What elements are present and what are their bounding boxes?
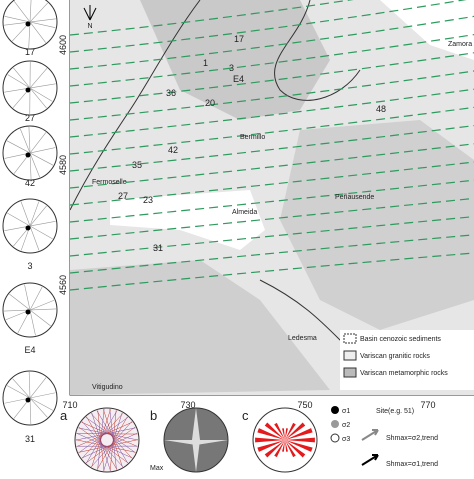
sigma-point [26,153,31,158]
stereonet-label: 17 [25,47,35,57]
key-arrow [362,455,378,465]
site-label: 48 [376,104,386,114]
legend-label: Variscan metamorphic rocks [360,370,448,377]
site-label: 31 [153,243,163,253]
y-tick-label: 4580 [58,155,68,175]
legend-label: Variscan granitic rocks [360,353,430,360]
sigma-point [26,88,31,93]
stereonet-label: 3 [27,261,32,271]
key-label: Shmax=σ2,trend [386,435,438,442]
panel-label: c [242,408,249,423]
site-label: 20 [205,98,215,108]
site-label: 17 [234,34,244,44]
key-label: σ2 [342,422,350,429]
key-label: σ1 [342,408,350,415]
site-label: 42 [168,145,178,155]
site-label: 27 [118,191,128,201]
legend-swatch [344,368,356,377]
site-label: E4 [233,74,244,84]
key-symbol [331,434,339,442]
y-tick-label: 4560 [58,275,68,295]
key-label: Shmax=σ1,trend [386,461,438,468]
place-label: Ledesma [288,335,317,342]
panel-label: a [60,408,68,423]
sigma-point [26,226,31,231]
place-label: Fermoselle [92,179,127,186]
x-tick-label: 770 [420,400,435,410]
sigma-point [26,310,31,315]
sigma-point [26,22,31,27]
stereonet-label: 27 [25,113,35,123]
site-label: 1 [203,58,208,68]
place-label: Almeida [232,209,257,216]
site-label: 35 [132,160,142,170]
key-label: Site(e.g. 51) [376,408,414,415]
place-label: Vitigudino [92,384,123,391]
panel-a-net [75,408,139,472]
north-label: N [87,23,92,30]
stereonet-label: 31 [25,434,35,444]
y-tick-label: 4600 [58,35,68,55]
key-label: σ3 [342,436,350,443]
sigma-point [26,398,31,403]
stereonet-label: 42 [25,178,35,188]
key-symbol [331,420,339,428]
legend-swatch [344,334,356,343]
panel-label: b [150,408,157,423]
legend-swatch [344,351,356,360]
max-label: Max [150,465,164,472]
place-label: Peñausende [335,194,374,201]
key-symbol [331,406,339,414]
place-label: Bermillo [240,134,265,141]
site-label: 23 [143,195,153,205]
legend-label: Basin cenozoic sediments [360,336,441,343]
x-tick-label: 750 [297,400,312,410]
site-label: 3 [229,63,234,73]
site-label: 36 [166,88,176,98]
place-label: Zamora [448,41,472,48]
stereonet-column [3,0,57,425]
stereonet-label: E4 [24,345,35,355]
key-arrow [362,430,378,440]
